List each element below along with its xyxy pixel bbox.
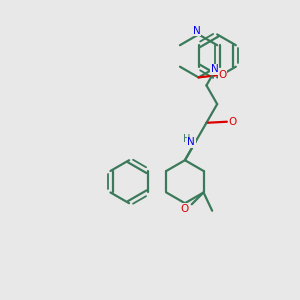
Text: O: O (181, 204, 189, 214)
Text: N: N (187, 137, 195, 147)
Text: O: O (218, 70, 226, 80)
Text: H: H (183, 134, 190, 144)
Text: N: N (193, 26, 201, 36)
Text: N: N (211, 64, 219, 74)
Text: O: O (228, 117, 236, 127)
